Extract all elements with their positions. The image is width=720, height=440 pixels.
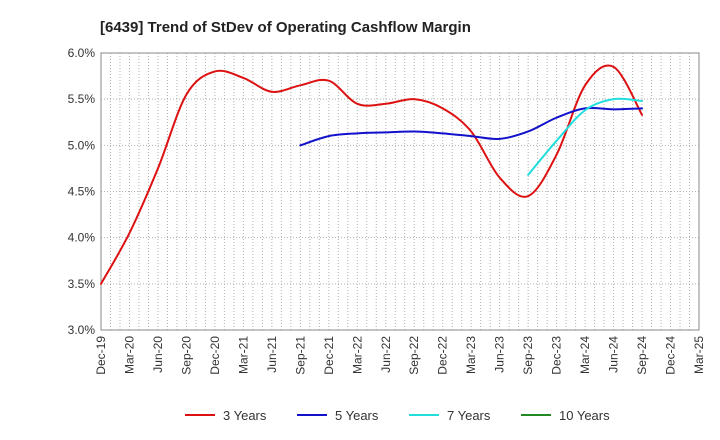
plot-border bbox=[100, 52, 700, 331]
y-tick-label: 4.0% bbox=[68, 231, 96, 245]
x-tick-label: Dec-23 bbox=[550, 336, 564, 375]
y-tick-label: 6.0% bbox=[68, 46, 96, 60]
chart-title: [6439] Trend of StDev of Operating Cashf… bbox=[100, 19, 471, 36]
x-tick-label: Sep-23 bbox=[521, 336, 535, 375]
series-line-2 bbox=[299, 106, 644, 147]
legend: 3 Years 5 Years 7 Years 10 Years bbox=[185, 408, 610, 423]
legend-label-1: 3 Years bbox=[223, 408, 267, 423]
legend-label-3: 7 Years bbox=[447, 408, 491, 423]
y-tick-label: 3.5% bbox=[68, 277, 96, 291]
x-tick-label: Dec-21 bbox=[322, 336, 336, 375]
x-tick-label: Sep-21 bbox=[293, 336, 307, 375]
x-tick-label: Mar-24 bbox=[578, 336, 592, 374]
y-tick-label: 5.0% bbox=[68, 138, 96, 152]
x-tick-label: Mar-22 bbox=[350, 336, 364, 374]
legend-label-4: 10 Years bbox=[559, 408, 610, 423]
series-line-3 bbox=[527, 97, 644, 176]
x-axis: Dec-19 Mar-20 Jun-20 Sep-20 Dec-20 Mar-21 Jun-… bbox=[94, 336, 706, 375]
x-tick-label: Jun-21 bbox=[265, 336, 279, 373]
y-tick-label: 3.0% bbox=[68, 323, 96, 337]
grid bbox=[101, 52, 699, 331]
y-tick-label: 5.5% bbox=[68, 92, 96, 106]
x-tick-label: Mar-21 bbox=[236, 336, 250, 374]
x-tick-label: Mar-20 bbox=[122, 336, 136, 374]
x-tick-label: Mar-23 bbox=[464, 336, 478, 374]
x-tick-label: Dec-24 bbox=[664, 336, 678, 375]
series-line-1 bbox=[100, 64, 644, 285]
x-tick-label: Sep-22 bbox=[407, 336, 421, 375]
y-tick-label: 4.5% bbox=[68, 185, 96, 199]
y-axis: 3.0% 3.5% 4.0% 4.5% 5.0% 5.5% 6.0% bbox=[68, 46, 96, 337]
x-tick-label: Jun-20 bbox=[151, 336, 165, 373]
x-tick-label: Sep-24 bbox=[635, 336, 649, 375]
x-tick-label: Jun-24 bbox=[607, 336, 621, 373]
x-tick-label: Jun-22 bbox=[379, 336, 393, 373]
x-tick-label: Dec-20 bbox=[208, 336, 222, 375]
series-group bbox=[100, 64, 644, 285]
legend-label-2: 5 Years bbox=[335, 408, 379, 423]
x-tick-label: Dec-19 bbox=[94, 336, 108, 375]
x-tick-label: Sep-20 bbox=[179, 336, 193, 375]
plot-area bbox=[101, 53, 699, 330]
x-tick-label: Mar-25 bbox=[692, 336, 706, 374]
x-tick-label: Dec-22 bbox=[436, 336, 450, 375]
x-tick-label: Jun-23 bbox=[493, 336, 507, 373]
